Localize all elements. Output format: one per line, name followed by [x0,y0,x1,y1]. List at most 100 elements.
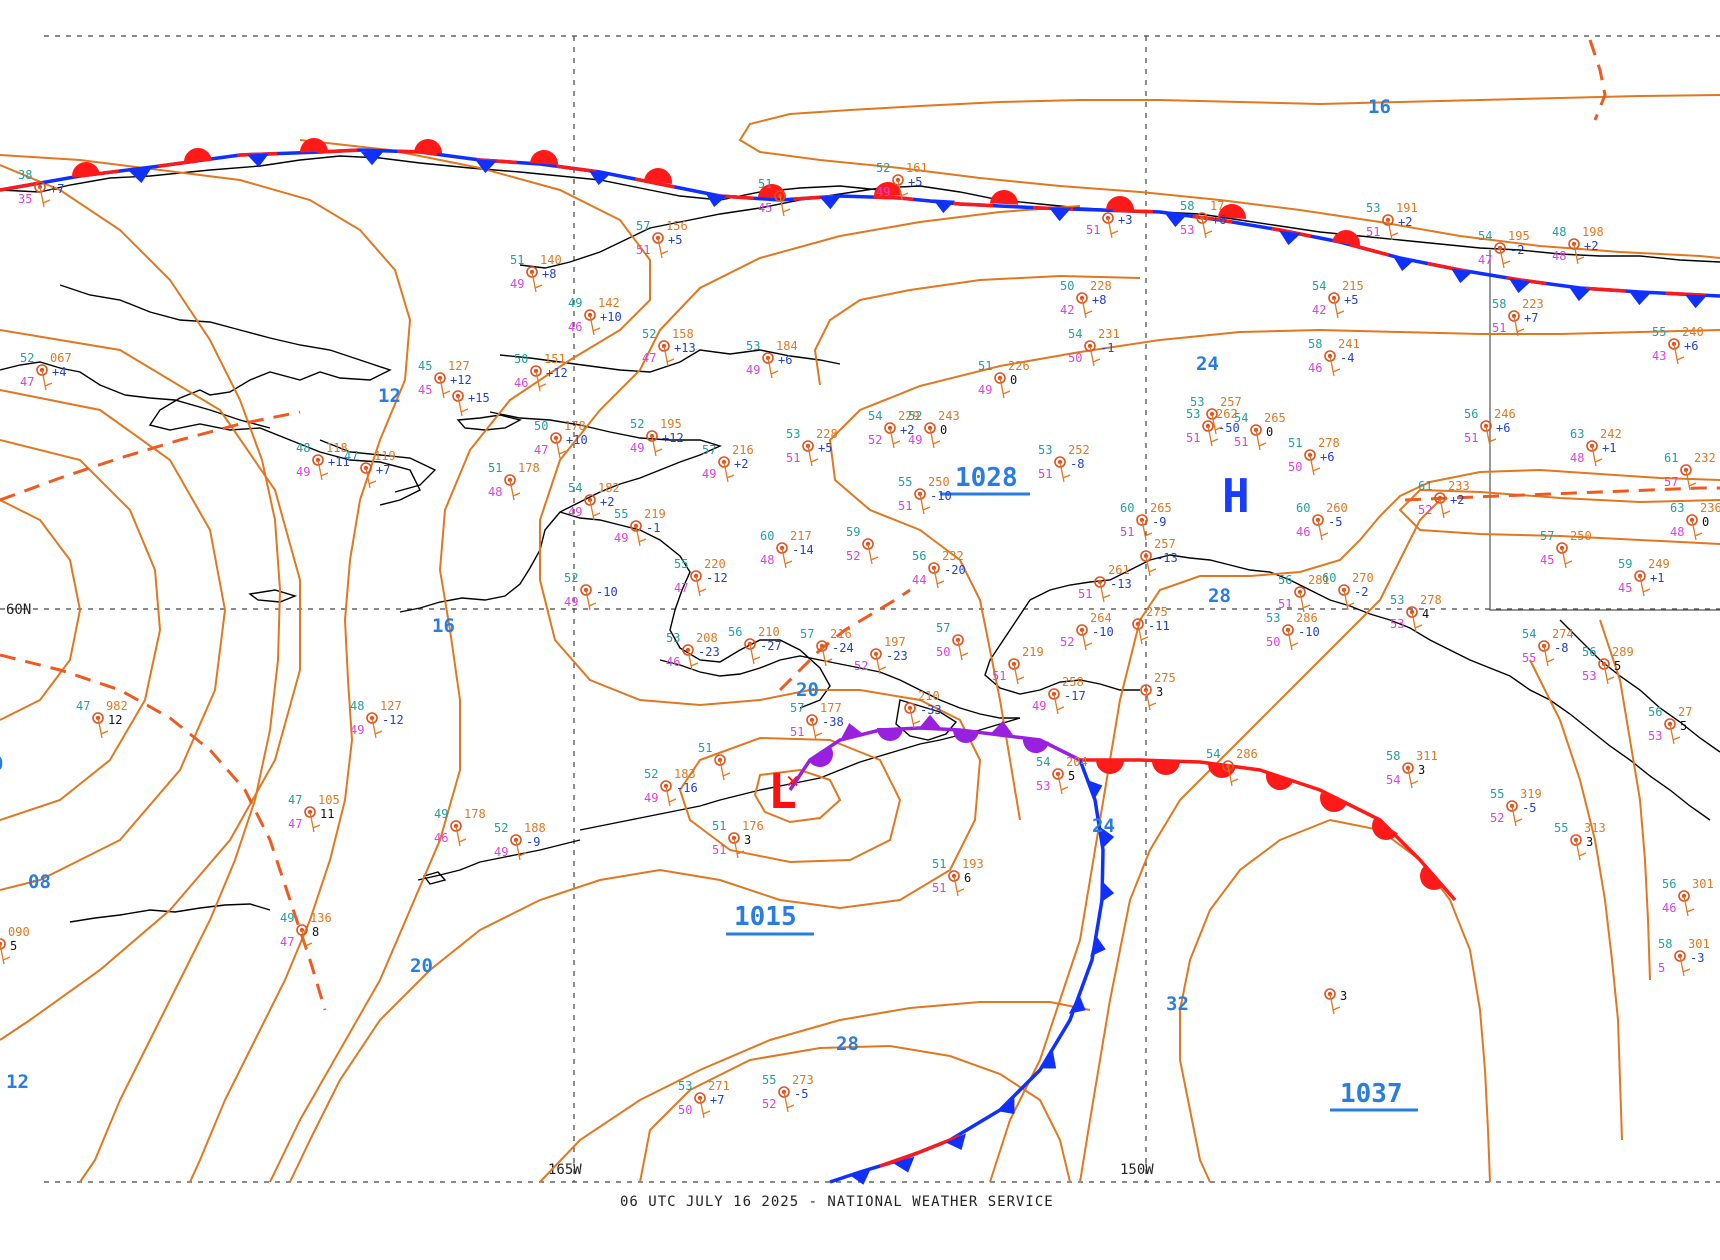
station-circle [450,820,462,832]
station-tendency: +6 [1684,339,1698,353]
station-tendency: +2 [1584,239,1598,253]
station-pressure: 982 [106,699,128,713]
warm-front-symbols [1096,760,1444,890]
station-dewpoint: 52 [1418,503,1432,517]
station-tendency: +12 [450,373,472,387]
station-plot: 51 45 [758,177,791,217]
wind-barb-feather [592,512,601,517]
wind-barb [1255,429,1261,451]
station-temperature: 45 [418,359,432,373]
station-plot: 53 208 46 -23 [666,631,720,671]
isobar-south-28 [639,1044,1071,1183]
station-pressure: 264 [1090,611,1112,625]
coast-bristol-bay [659,655,1020,719]
cold-front-south [829,759,1105,1184]
station-pressure: 286 [1296,611,1318,625]
station-tendency: +6 [778,353,792,367]
station-circle [1434,492,1446,504]
wind-barb-feather [690,662,699,667]
station-pressure: 219 [644,507,666,521]
wind-barb [1227,765,1233,787]
trough-west [0,410,301,502]
station-temperature: 49 [434,807,448,821]
coast-kenai [984,599,1140,695]
station-circle [1664,718,1676,730]
station-dewpoint: 46 [1296,525,1310,539]
station-circle [1206,408,1218,420]
station-plot: 59 52 [846,525,879,565]
station-temperature: 53 [1186,407,1200,421]
station-plot: 52 158 47 +13 [642,327,696,367]
wind-barb-feather [786,1104,795,1109]
station-plot: 52 195 49 +12 [630,417,684,457]
cold-front-barb [1038,1051,1057,1069]
station-temperature: 59 [1618,557,1632,571]
station-temperature: 52 [630,417,644,431]
station-circle [1324,350,1336,362]
station-plot: 47 119+7 [344,449,396,489]
station-pressure: 246 [1494,407,1516,421]
station-temperature: 56 [1464,407,1478,421]
wind-barb [455,825,461,847]
station-pressure: 228 [816,427,838,441]
wind-barb [1287,629,1293,651]
station-pressure: 243 [938,409,960,423]
station-temperature: 60 [1296,501,1310,515]
station-pressure: 249 [1648,557,1670,571]
station-pressure: 215 [1342,279,1364,293]
station-circle [510,834,522,846]
wind-barb-feather [870,556,879,561]
station-tendency: +8 [1092,293,1106,307]
station-temperature: 57 [702,443,716,457]
station-temperature: 54 [1068,327,1082,341]
cold-front-barb [129,168,151,184]
station-plot: 58 301 5 -3 [1658,937,1710,977]
station-circle [1570,834,1582,846]
station-pressure: 136 [310,911,332,925]
station-plot: 53 262 51 -50 [1186,407,1240,447]
wind-barb [585,589,591,611]
wind-barb-feather [304,942,313,947]
station-dewpoint: 51 [1038,467,1052,481]
station-plot: 51 [698,741,731,781]
station-temperature: 54 [868,409,882,423]
border-line [1489,250,1720,611]
station-pressure: 195 [1508,229,1530,243]
wind-barb [1317,519,1323,541]
station-temperature: 61 [1418,479,1432,493]
wind-barb-feather [660,250,669,255]
station-pressure: 265 [1264,411,1286,425]
station-circle [774,190,786,202]
stationary-front-north-red [0,148,1720,298]
station-tendency: -17 [1064,689,1086,703]
station-tendency: 3 [1340,989,1347,1003]
isobar-label-32: 32 [1166,993,1189,1015]
wind-barb-feather [1676,356,1685,361]
station-temperature: 57 [936,621,950,635]
trough-northeast [1588,39,1607,121]
station-circle [952,634,964,646]
station-tendency: -10 [930,489,952,503]
station-pressure: 252 [1068,443,1090,457]
station-plot: 53 228 51 +5 [786,427,838,467]
station-temperature: 51 [978,359,992,373]
warm-front-bump [1372,818,1398,840]
station-plot: 54 182 49 +2 [568,481,620,521]
station-pressure: 270 [1352,571,1374,585]
station-tendency: -12 [382,713,404,727]
station-circle [1084,340,1096,352]
station-pressure: 274 [1552,627,1574,641]
station-dewpoint: 51 [932,881,946,895]
station-circle [1598,658,1610,670]
wind-barb-feather [1564,560,1573,565]
station-plot: 53 252 51 -8 [1038,443,1090,483]
isobar-24-middle [828,328,1720,821]
isobar-low-2 [678,736,902,864]
wind-barb-feather [1488,438,1497,443]
wind-barb-feather [1214,426,1223,431]
station-temperature: 54 [1234,411,1248,425]
station-circle [1196,212,1208,224]
wind-barb [309,811,315,833]
lon-label-150w: 150W [1120,1162,1154,1178]
